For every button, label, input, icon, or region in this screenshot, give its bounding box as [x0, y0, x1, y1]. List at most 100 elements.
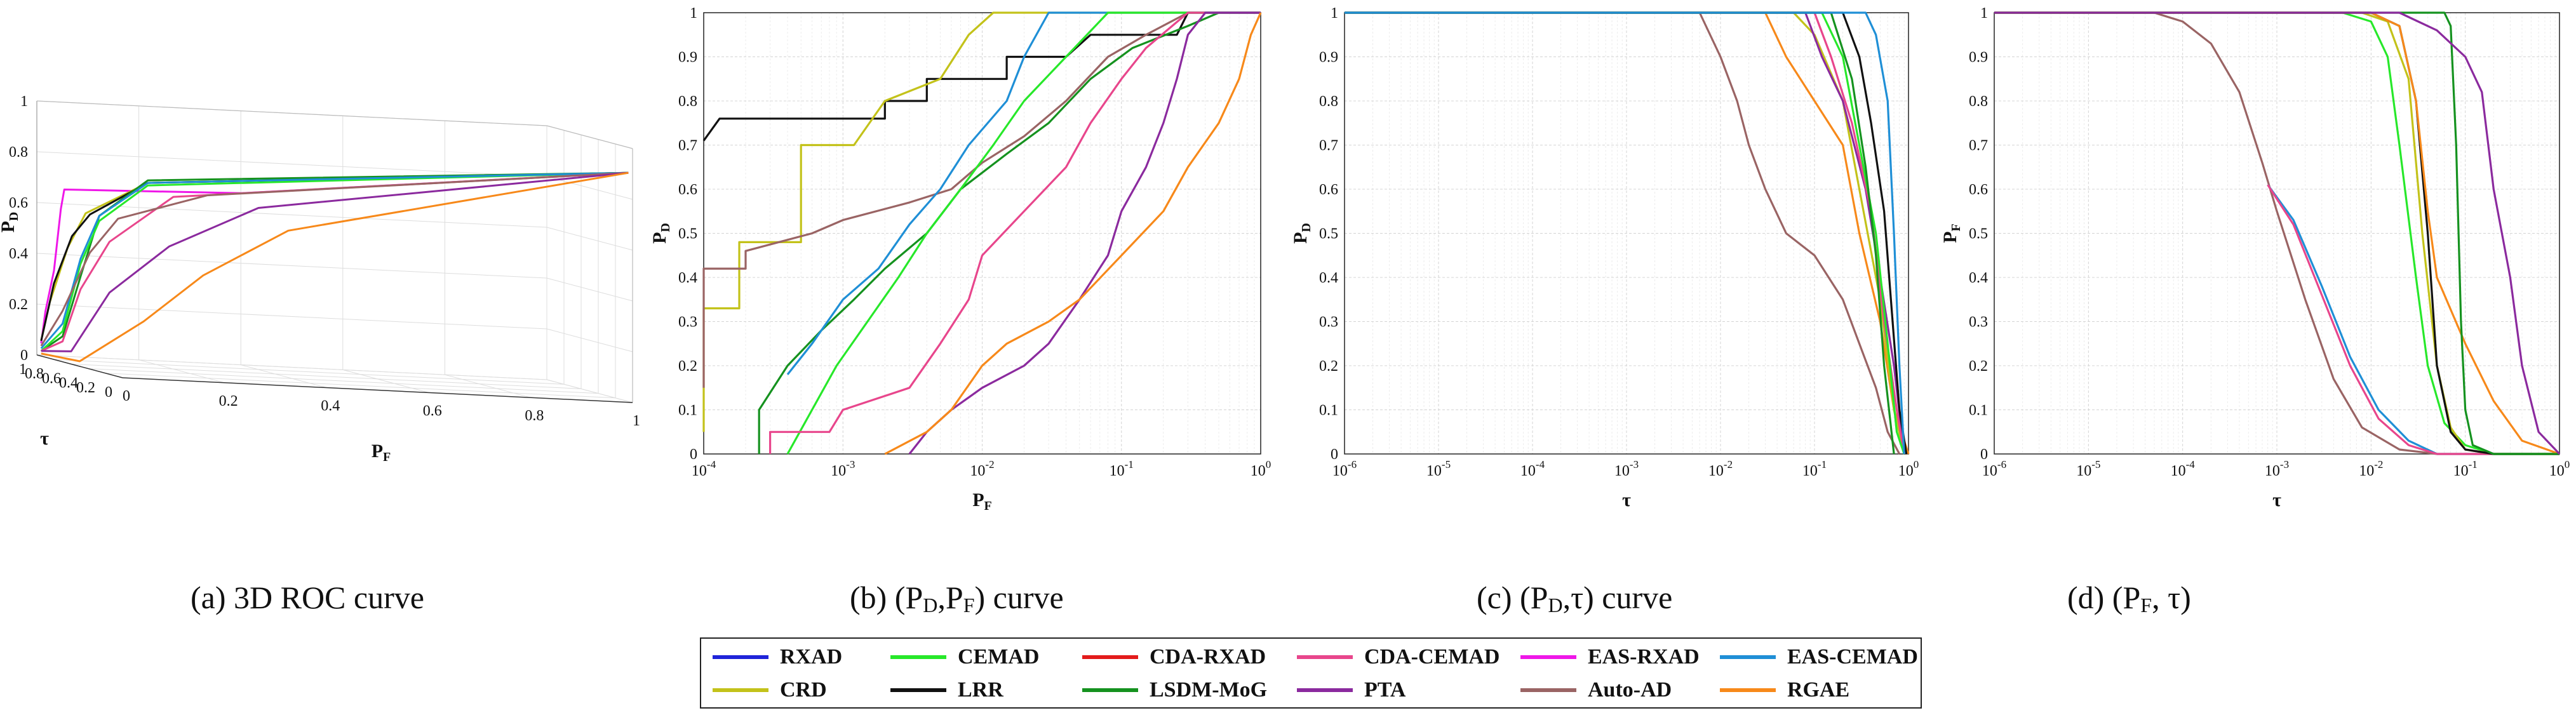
- caption-a: (a) 3D ROC curve: [191, 580, 424, 615]
- caption-b: (b) (PD,PF) curve: [850, 580, 1064, 616]
- y-tick-label: 0.6: [678, 182, 697, 198]
- z-axis-label: PD: [0, 212, 21, 233]
- series-line-lsdm-mog: [1994, 11, 2559, 455]
- legend-item-eas-cemad: EAS-CEMAD: [1720, 641, 1918, 673]
- y-tick-label: 0.5: [678, 226, 697, 243]
- legend-box: RXAD CEMAD CDA-RXAD CDA-CEMAD EAS-RXAD E…: [700, 637, 1922, 709]
- legend-swatch: [890, 688, 946, 692]
- x-tick-label: 100: [2549, 458, 2570, 479]
- series-line-rgae: [884, 12, 1262, 455]
- legend-swatch: [1082, 655, 1138, 659]
- y-tick-label: 0.2: [678, 358, 697, 375]
- grid3d: [105, 373, 616, 399]
- z-tick-label: 0.4: [9, 246, 28, 262]
- series-line-rgae: [1994, 11, 2560, 455]
- grid3d: [36, 151, 547, 177]
- legend-label: PTA: [1364, 678, 1406, 702]
- grid3d: [138, 359, 225, 383]
- legend-item-auto-ad: Auto-AD: [1520, 674, 1672, 706]
- y-axis-label: PF: [1940, 223, 1963, 243]
- series-line-cda-cemad: [1345, 11, 1905, 455]
- legend-item-lrr: LRR: [890, 674, 1003, 706]
- pf-tick-label: 0.2: [219, 393, 238, 410]
- y-tick-label: 0.9: [1969, 50, 1988, 66]
- legend-swatch: [890, 655, 946, 659]
- x-tick-label: 10-1: [1802, 458, 1827, 479]
- series-line-pta: [1994, 11, 2561, 455]
- legend-label: Auto-AD: [1588, 678, 1672, 702]
- series-line-rgae: [41, 171, 629, 363]
- series-line-lrr: [702, 11, 1261, 142]
- x-tick-label: 10-6: [1982, 458, 2006, 479]
- legend-label: EAS-RXAD: [1588, 645, 1700, 669]
- series-line-auto-ad: [1345, 11, 1901, 455]
- tau-tick-label: 1: [19, 361, 27, 378]
- x-tick-label: 10-3: [831, 458, 855, 479]
- y-tick-label: 1: [690, 5, 697, 22]
- x-tick-label: 10-3: [1614, 458, 1639, 479]
- series-line-pta: [41, 171, 629, 352]
- y-tick-label: 0.9: [1319, 50, 1338, 66]
- axis3d: [122, 377, 633, 403]
- caption-d: (d) (PF, τ): [2067, 580, 2191, 616]
- z-tick-label: 0.2: [9, 297, 28, 313]
- z-tick-label: 1: [20, 93, 28, 110]
- tau-tick-label: 0.4: [59, 375, 78, 392]
- y-tick-label: 0.8: [678, 93, 697, 110]
- x-tick-label: 100: [1898, 458, 1919, 479]
- grid3d: [546, 227, 633, 251]
- x-tick-label: 10-4: [692, 458, 716, 479]
- y-tick-label: 0.5: [1319, 226, 1338, 243]
- y-tick-label: 0.1: [1969, 403, 1988, 419]
- y-tick-label: 0.1: [1319, 403, 1338, 419]
- legend-swatch: [1297, 655, 1353, 659]
- y-tick-label: 1: [1331, 5, 1338, 22]
- legend-swatch: [1297, 688, 1353, 692]
- x-tick-label: 10-2: [1708, 458, 1733, 479]
- legend-item-cda-rxad: CDA-RXAD: [1082, 641, 1266, 673]
- series-line-eas-cemad: [40, 171, 629, 349]
- legend-item-rxad: RXAD: [713, 641, 842, 673]
- legend-item-pta: PTA: [1297, 674, 1405, 706]
- legend-label: LRR: [958, 678, 1003, 702]
- legend-item-cda-cemad: CDA-CEMAD: [1297, 641, 1499, 673]
- legend-item-lsdm-mog: LSDM-MoG: [1082, 674, 1267, 706]
- x-tick-label: 10-1: [2453, 458, 2478, 479]
- y-tick-label: 0.6: [1319, 182, 1338, 198]
- legend-item-crd: CRD: [713, 674, 827, 706]
- tau-axis-label: τ: [40, 428, 49, 449]
- y-tick-label: 0.7: [1969, 138, 1988, 154]
- series-line-lrr: [1345, 11, 1908, 455]
- pf-tick-label: 0: [123, 388, 130, 404]
- pf-axis-label: PF: [372, 441, 391, 464]
- y-tick-label: 0: [690, 446, 697, 463]
- series-line-auto-ad: [702, 11, 1261, 388]
- series-line-lsdm-mog: [40, 171, 629, 352]
- legend-swatch: [1520, 655, 1576, 659]
- legend-label: RGAE: [1787, 678, 1850, 702]
- legend-swatch: [1520, 688, 1576, 692]
- grid3d: [546, 176, 633, 200]
- legend-swatch: [1720, 655, 1776, 659]
- legend-label: CDA-CEMAD: [1364, 645, 1500, 669]
- axis3d: [36, 354, 123, 378]
- grid3d: [36, 303, 547, 330]
- grid3d: [36, 354, 547, 380]
- grid3d: [241, 364, 327, 389]
- y-tick-label: 0.9: [678, 50, 697, 66]
- x-tick-label: 100: [1251, 458, 1271, 479]
- legend-label: CRD: [780, 678, 827, 702]
- grid3d: [88, 368, 599, 394]
- grid3d: [546, 379, 633, 403]
- pf-tick-label: 0.6: [423, 403, 442, 419]
- series-line-cemad: [40, 171, 629, 352]
- y-tick-label: 0: [1980, 446, 1988, 463]
- tau-tick-label: 0.6: [42, 370, 61, 387]
- y-tick-label: 0.7: [1319, 138, 1338, 154]
- x-axis-label: τ: [1622, 490, 1631, 510]
- grid3d: [445, 374, 531, 398]
- axis3d: [36, 100, 547, 126]
- y-axis-label: PD: [649, 223, 673, 244]
